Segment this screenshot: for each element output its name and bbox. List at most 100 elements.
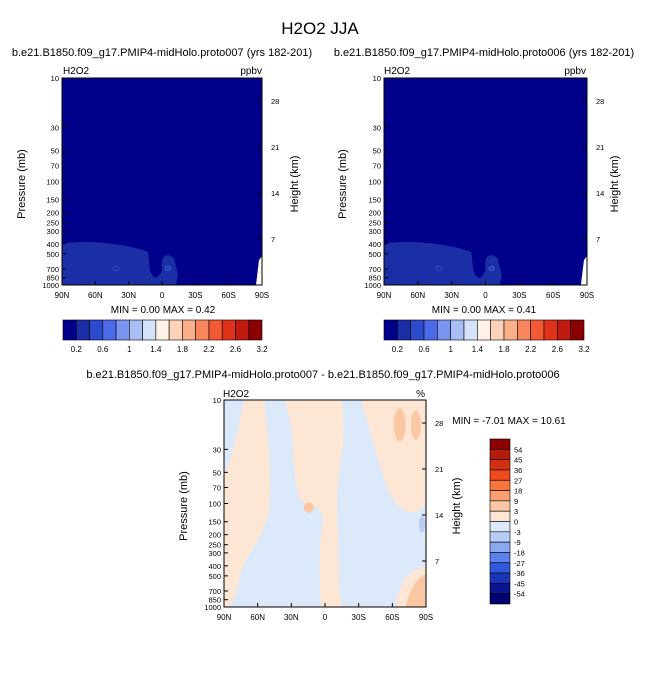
x-tick-label: 90N (55, 291, 70, 300)
contour-fill (303, 502, 314, 513)
y-axis-label: Pressure (mb) (16, 149, 28, 219)
y-right-tick-label: 21 (596, 143, 604, 152)
colorbar-label: -45 (514, 579, 525, 588)
colorbar-swatch (75, 319, 90, 341)
colorbar-label: 2.6 (230, 345, 242, 354)
y-tick-label: 30 (213, 445, 221, 454)
contour-fill (224, 400, 271, 607)
y-tick-label: 500 (46, 250, 59, 259)
contour-field (224, 400, 426, 607)
y-tick-label: 250 (46, 219, 59, 228)
colorbar-label: 1.8 (498, 345, 510, 354)
colorbar-label: -36 (514, 569, 525, 578)
x-tick-label: 90S (255, 291, 269, 300)
colorbar-swatch (397, 319, 411, 341)
colorbar-swatch (489, 459, 511, 471)
y-tick-label: 300 (46, 227, 59, 236)
units-label: % (416, 389, 425, 400)
contour-fill (284, 400, 344, 607)
x-tick-label: 90N (217, 613, 232, 622)
x-tick-label: 30N (284, 613, 299, 622)
colorbar-swatch (517, 319, 531, 341)
x-tick-label: 30N (444, 291, 459, 300)
colorbar-label: 1 (127, 345, 132, 354)
x-tick-label: 90S (419, 613, 433, 622)
y-tick-label: 500 (368, 250, 381, 259)
colorbar-swatch (489, 479, 511, 491)
colorbar-swatch (477, 319, 491, 341)
colorbar-swatch (489, 541, 511, 553)
x-tick-label: 0 (323, 613, 328, 622)
contour-fill (418, 515, 425, 533)
y-right-tick-label: 7 (435, 557, 439, 566)
y-right-tick-label: 14 (271, 189, 279, 198)
x-tick-label: 30S (188, 291, 202, 300)
y-right-tick-label: 28 (596, 97, 604, 106)
page-title: H2O2 JJA (281, 19, 359, 38)
colorbar-swatch (115, 319, 130, 341)
colorbar-swatch (235, 319, 250, 341)
units-label: ppbv (240, 66, 262, 77)
colorbar-swatch (489, 572, 511, 584)
y-tick-label: 300 (208, 549, 221, 558)
panel-proto006: b.e21.B1850.f09_g17.PMIP4-midHolo.proto0… (334, 47, 634, 354)
colorbar-swatch (489, 552, 511, 564)
colorbar-swatch (489, 449, 511, 460)
y-tick-label: 70 (373, 161, 381, 170)
y-right-tick-label: 14 (435, 511, 443, 520)
x-tick-label: 60S (385, 613, 399, 622)
y-tick-label: 100 (46, 178, 59, 187)
y-tick-label: 850 (368, 274, 381, 283)
y-tick-label: 700 (368, 265, 381, 274)
colorbar-label: 0.2 (392, 345, 404, 354)
y-tick-label: 50 (373, 146, 381, 155)
x-tick-label: 0 (160, 291, 165, 300)
colorbar-label: 0.6 (97, 345, 109, 354)
x-tick-label: 60S (222, 291, 236, 300)
missing-data-region (256, 256, 262, 285)
colorbar-label: -3 (514, 528, 521, 537)
colorbar-swatch (168, 319, 183, 341)
y-tick-label: 100 (368, 178, 381, 187)
colorbar-label: -54 (514, 590, 525, 599)
colorbar-label: 27 (514, 476, 522, 485)
x-tick-label: 30N (121, 291, 136, 300)
contour-line (435, 265, 443, 272)
y-right-axis-label: Height (km) (609, 156, 621, 213)
colorbar-swatch (489, 593, 511, 605)
variable-label: H2O2 (384, 66, 411, 77)
y-tick-label: 700 (208, 587, 221, 596)
contour-field (384, 78, 587, 285)
colorbar-swatch (490, 319, 505, 341)
panel-difference: b.e21.B1850.f09_g17.PMIP4-midHolo.proto0… (86, 369, 566, 622)
missing-data-region (580, 256, 587, 285)
colorbar-label: 2.6 (552, 345, 564, 354)
x-tick-label: 60N (410, 291, 425, 300)
colorbar-label: 1.4 (472, 345, 484, 354)
colorbar-label: -27 (514, 559, 525, 568)
y-tick-label: 250 (208, 541, 221, 550)
contour-fill (384, 241, 502, 285)
colorbar-label: -18 (514, 548, 525, 557)
contour-line (112, 265, 120, 272)
x-tick-label: 60N (88, 291, 103, 300)
colorbar-swatch (221, 319, 236, 341)
colorbar-label: 9 (514, 497, 518, 506)
contour-fill (405, 573, 426, 607)
x-tick-label: 0 (483, 291, 488, 300)
y-tick-label: 200 (368, 209, 381, 218)
y-right-tick-label: 21 (271, 143, 279, 152)
colorbar-swatch (463, 319, 478, 341)
stats-label: MIN = -7.01 MAX = 10.61 (452, 416, 566, 427)
colorbar-swatch (208, 319, 223, 341)
colorbar-label: -9 (514, 538, 521, 547)
panel-title: b.e21.B1850.f09_g17.PMIP4-midHolo.proto0… (334, 47, 634, 59)
colorbar-label: 3 (514, 507, 518, 516)
y-tick-label: 400 (208, 562, 221, 571)
colorbar-label: 0.6 (418, 345, 430, 354)
y-right-tick-label: 21 (435, 465, 443, 474)
contour-fill (410, 410, 421, 440)
colorbar-swatch (570, 319, 585, 341)
y-tick-label: 50 (51, 146, 59, 155)
